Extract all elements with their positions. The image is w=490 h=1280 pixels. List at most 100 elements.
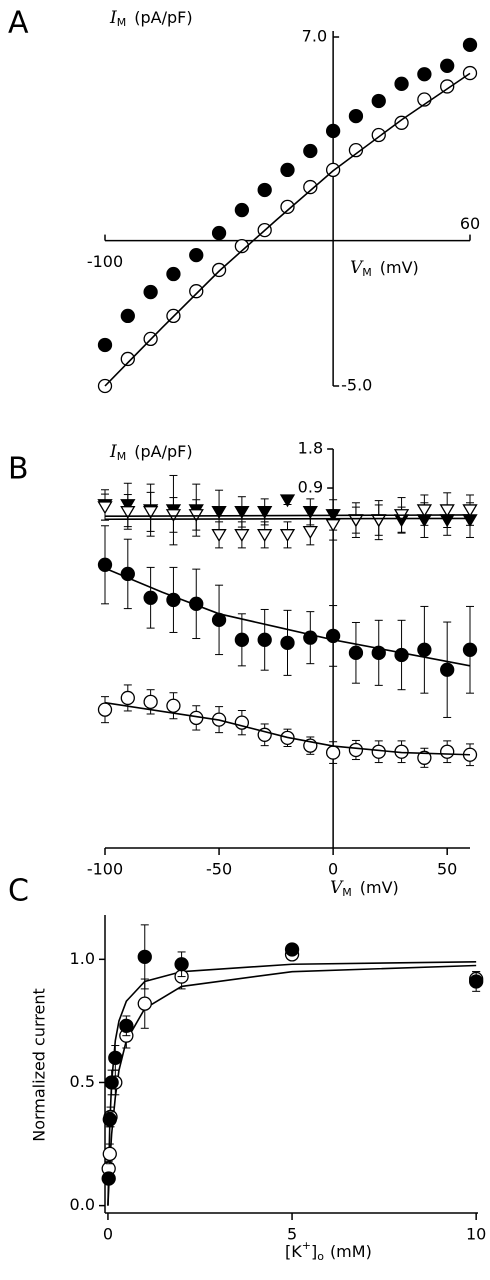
x-tick-label: -100 <box>87 860 123 879</box>
data-point <box>211 529 227 543</box>
data-point <box>462 65 478 81</box>
data-point <box>394 115 409 130</box>
superscript: + <box>302 1239 311 1252</box>
data-point <box>348 645 364 660</box>
symbol: I <box>109 8 117 28</box>
panel-label: C <box>8 874 29 909</box>
data-point <box>211 225 227 241</box>
data-point <box>462 37 478 53</box>
data-point <box>137 996 152 1011</box>
unit: (pA/pF) <box>134 8 192 27</box>
x-axis-label: VM (mV) <box>330 878 399 900</box>
data-point <box>257 182 272 198</box>
x-axis-label: [K+]o (mM) <box>285 1239 372 1263</box>
data-point <box>143 590 158 605</box>
data-point <box>348 742 364 758</box>
data-point <box>462 504 478 518</box>
y-axis-label: IM (pA/pF) <box>109 8 193 30</box>
y-tick-label: 0.0 <box>70 1195 95 1214</box>
data-point <box>303 143 318 159</box>
data-point <box>119 1018 134 1033</box>
x-tick-label: -50 <box>206 860 232 879</box>
data-point <box>371 744 386 759</box>
data-point <box>440 744 455 759</box>
fit-line <box>104 517 471 521</box>
x-tick-label: 60 <box>460 214 480 233</box>
data-point <box>394 647 409 663</box>
data-point <box>97 501 113 515</box>
data-point <box>104 1075 119 1090</box>
y-tick-label: 1.0 <box>70 949 95 968</box>
data-point <box>97 337 113 353</box>
data-point <box>440 662 455 677</box>
data-point <box>211 506 227 520</box>
data-point <box>325 745 341 760</box>
data-point <box>108 1050 123 1065</box>
data-point <box>189 247 204 263</box>
subscript: M <box>117 450 127 463</box>
data-point <box>280 199 295 214</box>
symbol: I <box>109 442 117 462</box>
data-point <box>348 108 364 124</box>
data-point <box>416 504 433 518</box>
data-point <box>280 162 295 178</box>
fit-line <box>104 72 471 387</box>
y-tick-label: 1.8 <box>298 439 323 458</box>
data-point <box>279 529 296 543</box>
data-point <box>462 642 478 657</box>
data-point <box>439 504 455 518</box>
y-axis-label: Normalized current <box>30 988 49 1142</box>
data-point <box>371 127 386 143</box>
data-point <box>137 949 152 965</box>
x-tick-label: 0 <box>328 860 338 879</box>
x-axis-label: VM (mV) <box>350 258 419 280</box>
x-tick-label: 0 <box>103 1225 113 1244</box>
data-point <box>189 284 204 299</box>
data-point <box>120 506 136 520</box>
unit: (pA/pF) <box>134 442 192 461</box>
label-text: [K <box>285 1242 302 1261</box>
data-point <box>120 308 135 324</box>
data-point <box>302 525 318 539</box>
subscript: M <box>342 886 352 899</box>
data-point <box>257 632 272 647</box>
data-point <box>257 506 273 520</box>
x-tick-label: 10 <box>466 1225 486 1244</box>
unit: (mM) <box>330 1242 372 1261</box>
data-point <box>440 79 455 94</box>
data-point <box>371 93 386 109</box>
data-point <box>97 557 113 572</box>
panel-label: A <box>8 6 29 41</box>
data-point <box>120 351 135 367</box>
data-point <box>279 494 296 508</box>
y-tick-label: 0.5 <box>70 1072 95 1091</box>
data-point <box>469 974 484 989</box>
data-point <box>143 694 158 709</box>
symbol: V <box>350 258 364 278</box>
fit-line <box>107 960 477 1206</box>
data-point <box>102 1112 117 1127</box>
data-point <box>371 514 387 528</box>
data-point <box>348 142 364 158</box>
data-point <box>166 592 181 608</box>
label-text: ] <box>311 1242 317 1261</box>
fit-line <box>104 514 471 518</box>
data-point <box>142 506 159 520</box>
data-point <box>174 957 189 972</box>
fit-line <box>104 701 471 756</box>
data-point <box>280 635 295 651</box>
data-point <box>284 942 300 957</box>
fit-line <box>104 567 471 667</box>
data-point <box>234 238 250 254</box>
data-point <box>417 67 432 82</box>
unit: (mV) <box>380 258 419 277</box>
data-point <box>440 58 455 73</box>
symbol: V <box>330 878 344 898</box>
data-point <box>97 702 113 717</box>
y-tick-label: 7.0 <box>302 27 327 46</box>
data-point <box>101 1171 116 1186</box>
data-point <box>417 642 432 657</box>
data-point <box>166 266 181 282</box>
y-tick-label: -5.0 <box>341 376 372 395</box>
